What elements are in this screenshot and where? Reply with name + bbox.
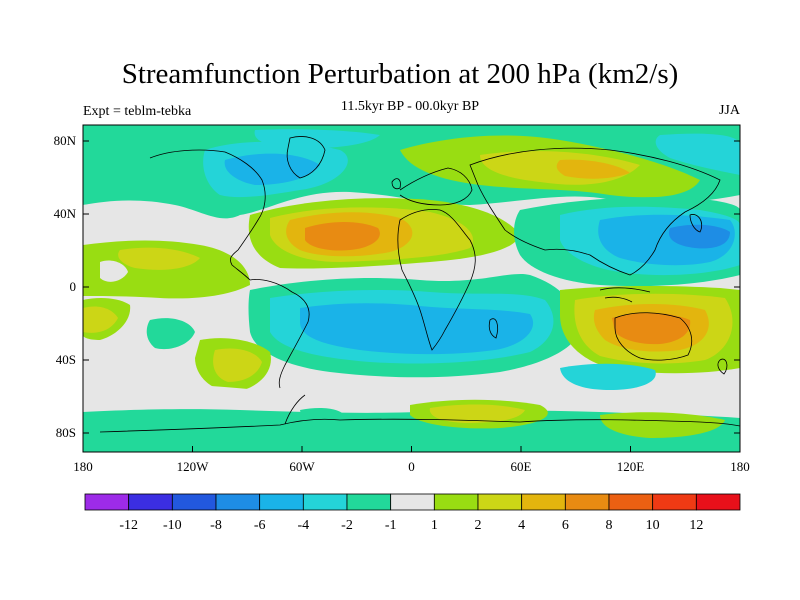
colorbar bbox=[84, 493, 741, 511]
contour-pos2-southern-patch bbox=[429, 404, 525, 423]
colorbar-label: -2 bbox=[341, 518, 353, 533]
coastline-south-america bbox=[249, 279, 310, 389]
colorbar-swatch bbox=[171, 493, 217, 511]
coastline-uk bbox=[391, 178, 401, 190]
y-tick-label: 40N bbox=[54, 206, 77, 221]
coastline-new-zealand bbox=[717, 358, 728, 375]
colorbar-swatch bbox=[346, 493, 392, 511]
x-tick-label: 180 bbox=[73, 459, 93, 474]
x-tick-label: 120E bbox=[617, 459, 645, 474]
y-tick-label: 80N bbox=[54, 133, 77, 148]
contour-neg3-north-america bbox=[224, 153, 320, 185]
shaded-contours bbox=[83, 125, 740, 452]
colorbar-swatch bbox=[433, 493, 479, 511]
contour-pos3-north-asia bbox=[556, 159, 630, 179]
coastline-europe bbox=[399, 167, 473, 206]
x-tick-label: 60E bbox=[511, 459, 532, 474]
contour-pos4-atlantic bbox=[305, 222, 380, 251]
colorbar-label: -1 bbox=[385, 518, 397, 533]
coastline-north-america bbox=[149, 149, 266, 281]
map-plot-area bbox=[83, 125, 740, 452]
x-tick-label: 60W bbox=[289, 459, 315, 474]
colorbar-swatch bbox=[259, 493, 304, 511]
colorbar-label: -6 bbox=[254, 518, 266, 533]
coastlines bbox=[99, 136, 740, 433]
contour-neutral-pacific bbox=[83, 202, 192, 245]
season-label: JJA bbox=[718, 103, 740, 118]
colorbar-labels: -12 -10 -8 -6 -4 -2 -1 1 2 4 6 8 10 12 bbox=[119, 518, 703, 533]
colorbar-swatch bbox=[608, 493, 654, 511]
map-title: Streamfunction Perturbation at 200 hPa (… bbox=[121, 58, 679, 90]
colorbar-label: 1 bbox=[431, 518, 438, 533]
colorbar-swatch bbox=[521, 493, 566, 511]
contour-neg4-asia bbox=[668, 224, 730, 249]
coastline-antarctic-peninsula bbox=[284, 394, 306, 425]
colorbar-swatch bbox=[84, 493, 130, 511]
x-tick-label: 0 bbox=[408, 459, 415, 474]
y-tick-label: 80S bbox=[56, 425, 76, 440]
x-tick-label: 120W bbox=[177, 459, 210, 474]
colorbar-label: -10 bbox=[163, 518, 182, 533]
colorbar-swatch bbox=[390, 493, 435, 511]
contour-pos2-tropics-west bbox=[118, 247, 200, 270]
contour-neg3-south-band bbox=[300, 303, 534, 355]
contour-neg-north-pacific bbox=[655, 133, 740, 175]
colorbar-swatch bbox=[215, 493, 261, 511]
coastline-antarctica bbox=[99, 418, 740, 433]
contour-neg-south-pacific-small bbox=[300, 408, 345, 428]
y-tick-label: 40S bbox=[56, 352, 76, 367]
contour-pos2-west-south bbox=[83, 306, 118, 333]
colorbar-label: 2 bbox=[475, 518, 482, 533]
y-axis bbox=[83, 140, 740, 434]
contour-neg-south-pacific-patch bbox=[146, 318, 195, 350]
experiment-label: Expt = teblm-tebka bbox=[83, 104, 192, 119]
x-tick-labels: 180 120W 60W 0 60E 120E 180 bbox=[73, 459, 750, 474]
y-tick-labels: 80N 40N 0 40S 80S bbox=[54, 133, 77, 440]
contour-neg2-southern-patch bbox=[560, 363, 656, 390]
contour-pos-far-south bbox=[600, 412, 725, 438]
colorbar-label: 6 bbox=[562, 518, 569, 533]
contour-pos2-south-pacific bbox=[213, 348, 262, 382]
coastline-madagascar bbox=[488, 318, 498, 339]
colorbar-label: 12 bbox=[689, 518, 703, 533]
colorbar-swatch bbox=[564, 493, 610, 511]
x-tick-label: 180 bbox=[730, 459, 750, 474]
coastline-asia bbox=[469, 147, 721, 276]
colorbar-label: -4 bbox=[297, 518, 309, 533]
contour-neutral-oval-west bbox=[100, 260, 128, 282]
y-tick-label: 0 bbox=[70, 279, 77, 294]
contour-pos4-australia bbox=[612, 312, 691, 345]
map-subtitle: 11.5kyr BP - 00.0kyr BP bbox=[340, 99, 480, 114]
colorbar-label: 4 bbox=[518, 518, 525, 533]
contour-neg-arctic-top bbox=[254, 129, 380, 149]
coastline-indonesia bbox=[599, 287, 651, 303]
coastline-australia bbox=[614, 312, 693, 361]
colorbar-label: 8 bbox=[606, 518, 613, 533]
colorbar-label: -12 bbox=[119, 518, 138, 533]
coastline-japan bbox=[689, 214, 703, 233]
colorbar-swatch bbox=[128, 493, 173, 511]
colorbar-swatch bbox=[477, 493, 523, 511]
coastline-greenland bbox=[286, 136, 326, 179]
colorbar-label: 10 bbox=[646, 518, 660, 533]
coastline-africa bbox=[397, 209, 476, 351]
colorbar-label: -8 bbox=[210, 518, 222, 533]
contour-neutral-southern-band bbox=[83, 382, 740, 418]
x-axis bbox=[82, 446, 741, 452]
colorbar-swatch bbox=[302, 493, 348, 511]
colorbar-swatch bbox=[652, 493, 697, 511]
colorbar-swatch bbox=[695, 493, 741, 511]
